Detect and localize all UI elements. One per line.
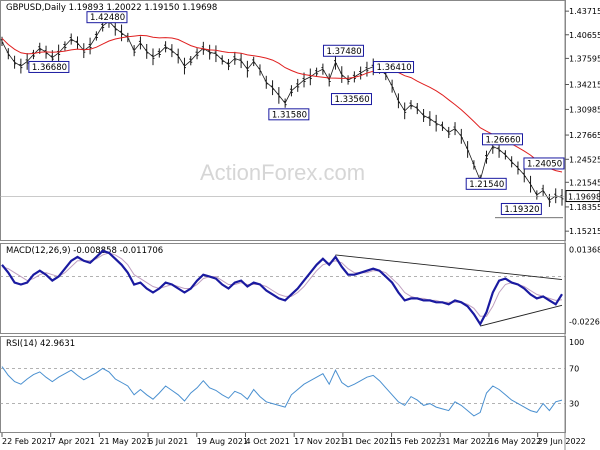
rsi-pane-title: RSI(14) 42.9631 xyxy=(6,339,75,349)
price-axis-label: 1.30985 xyxy=(569,105,600,114)
rsi-axis-label: 70 xyxy=(569,364,579,373)
price-axis-label: 1.18355 xyxy=(569,203,600,212)
price-pane-title: GBPUSD,Daily 1.19893 1.20022 1.19150 1.1… xyxy=(6,3,217,13)
price-annotation-label: 1.21540 xyxy=(469,180,504,190)
price-annotation-label: 1.36680 xyxy=(32,63,67,73)
date-axis-label: 15 Feb 2022 xyxy=(392,437,442,446)
price-series: 1.19698 1.42480 1.36680 1.31580 1.37480 1.335… xyxy=(0,11,600,219)
price-annotation-box xyxy=(465,177,507,190)
price-line xyxy=(1,20,563,201)
date-axis-label: 7 Apr 2021 xyxy=(51,437,95,446)
macd-axis-label: -0.022698 xyxy=(569,318,600,327)
price-annotation-box xyxy=(322,44,364,57)
macd-lower-trendline xyxy=(480,304,563,327)
rsi-axis-label: 30 xyxy=(569,400,579,409)
date-axis-label: 31 Mar 2022 xyxy=(440,437,491,446)
current-price-label: 1.19698 xyxy=(568,193,600,202)
macd-upper-trendline xyxy=(335,254,563,281)
price-annotation-box xyxy=(373,61,415,74)
price-annotation-label: 1.31580 xyxy=(272,110,307,120)
date-axis-label: 29 Jun 2022 xyxy=(538,437,586,446)
price-axis-label: 1.37595 xyxy=(569,54,600,63)
price-annotation-box xyxy=(523,157,565,170)
date-axis-label: 6 Jul 2021 xyxy=(148,437,188,446)
rsi-series xyxy=(0,366,565,417)
price-axis-label: 1.15215 xyxy=(569,227,600,236)
moving-average-line xyxy=(1,34,563,173)
date-axis-label: 16 May 2022 xyxy=(489,437,541,446)
price-annotation-label: 1.24050 xyxy=(527,159,562,169)
price-annotation-label: 1.42480 xyxy=(90,13,125,23)
date-axis-label: 19 Aug 2021 xyxy=(197,437,248,446)
rsi-axis-label: 100 xyxy=(569,338,584,347)
date-axis-label: 17 Nov 2021 xyxy=(294,437,345,446)
price-annotation-box xyxy=(481,133,523,146)
macd-pane-frame xyxy=(0,243,566,334)
date-axis-label: 22 Feb 2021 xyxy=(2,437,52,446)
price-annotation-box xyxy=(28,60,70,73)
rsi-pane-frame xyxy=(0,336,566,433)
macd-line xyxy=(1,249,563,327)
price-annotation-box xyxy=(268,108,310,121)
price-annotation-label: 1.37480 xyxy=(326,47,361,57)
rsi-line xyxy=(1,366,563,417)
date-axis-label: 21 May 2021 xyxy=(99,437,151,446)
price-annotation-box xyxy=(500,202,542,215)
date-axis-label: 31 Dec 2021 xyxy=(343,437,394,446)
price-axis-label: 1.43715 xyxy=(569,7,600,16)
price-annotation-label: 1.33560 xyxy=(334,95,369,105)
macd-axis-label: 0.013686 xyxy=(569,246,600,255)
price-axis-label: 1.27665 xyxy=(569,131,600,140)
price-axis-label: 1.34215 xyxy=(569,80,600,89)
price-annotation-label: 1.36410 xyxy=(377,63,412,73)
price-pane-frame xyxy=(0,0,566,241)
macd-pane-title: MACD(12,26,9) -0.008858 -0.011706 xyxy=(6,246,163,256)
price-annotation-box xyxy=(330,93,372,106)
price-annotation-label: 1.19320 xyxy=(504,205,539,215)
price-annotation-box xyxy=(86,11,128,24)
macd-series xyxy=(0,249,565,327)
axes: 1.43715 1.40655 1.37595 1.34215 1.30985 1.276… xyxy=(1,7,600,446)
price-axis-label: 1.40655 xyxy=(569,31,600,40)
current-price-box xyxy=(565,190,600,203)
price-axis-label: 1.24525 xyxy=(569,155,600,164)
date-axis-label: 4 Oct 2021 xyxy=(245,437,289,446)
price-annotation-label: 1.26660 xyxy=(485,135,520,145)
price-axis-label: 1.21545 xyxy=(569,178,600,187)
watermark: ActionForex.com xyxy=(200,160,365,185)
